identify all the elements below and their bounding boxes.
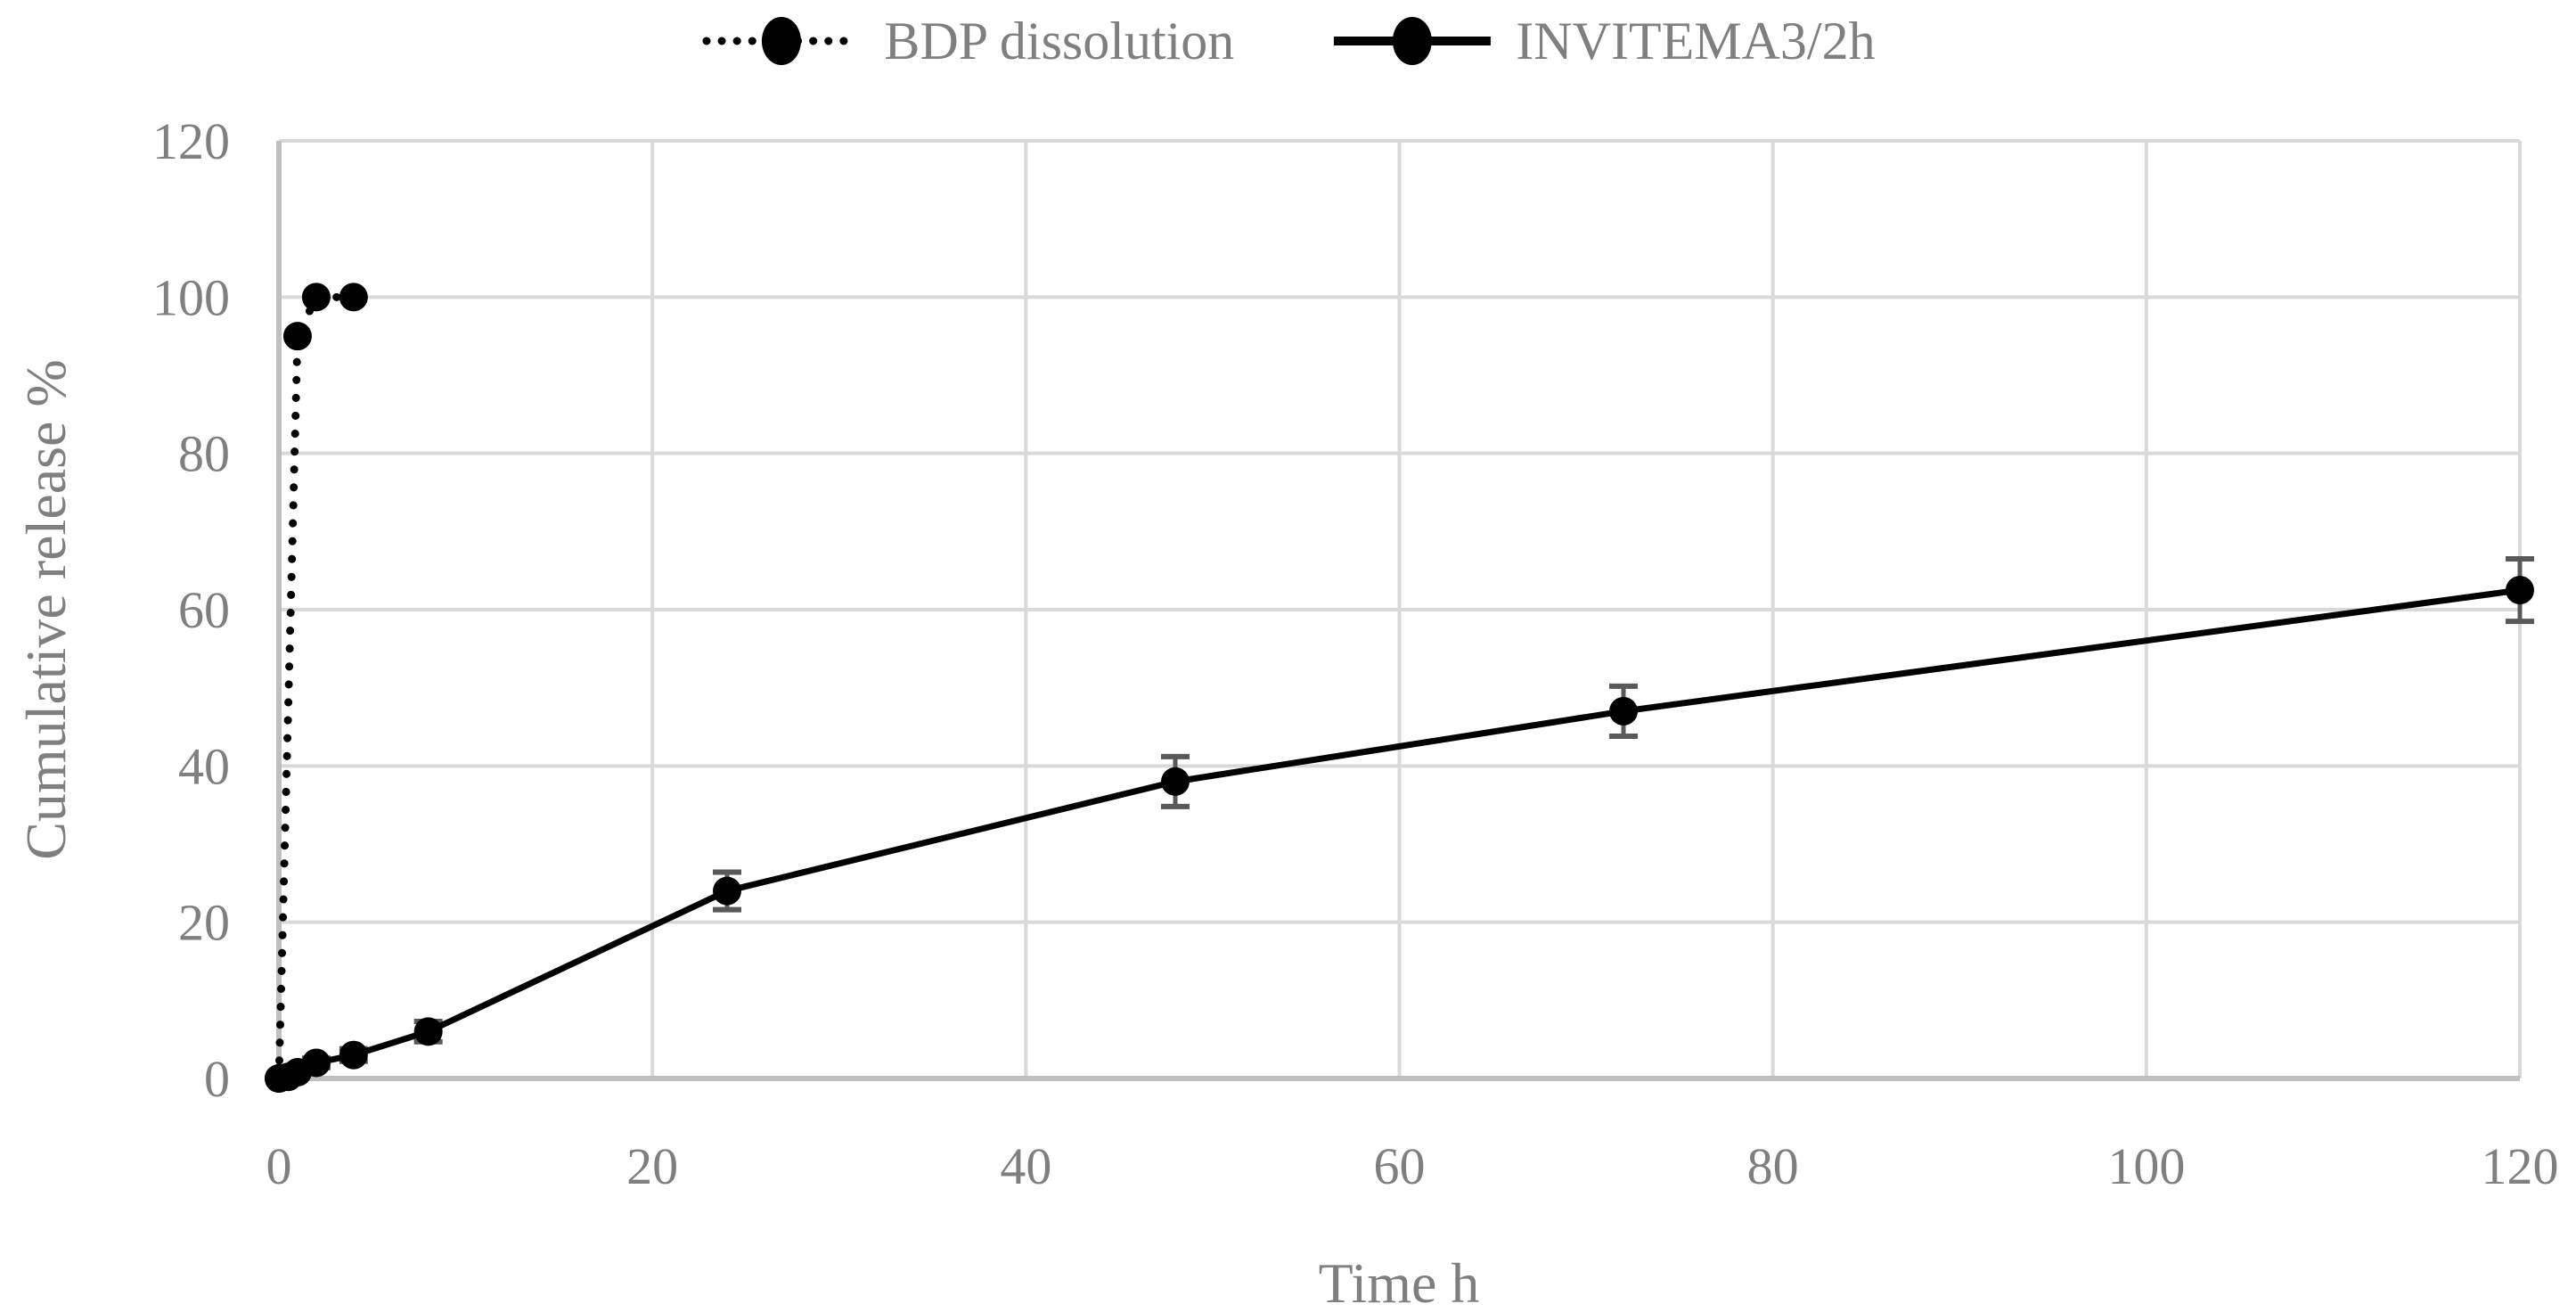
legend-circle-marker xyxy=(1393,17,1433,65)
data-point-marker xyxy=(1161,767,1190,796)
data-point-marker xyxy=(301,283,331,312)
y-axis-title-container: Cumulative release % xyxy=(11,141,82,1078)
x-tick-label: 120 xyxy=(2482,1137,2559,1195)
legend-circle-marker xyxy=(761,17,801,65)
x-tick-label: 80 xyxy=(1747,1137,1799,1195)
y-tick-label: 20 xyxy=(178,894,230,952)
x-axis-title: Time h xyxy=(1318,1251,1480,1312)
legend-item-bdp-dissolution: BDP dissolution xyxy=(700,12,1234,70)
data-point-marker xyxy=(1609,696,1638,726)
legend-item-invitema: INVITEMA3/2h xyxy=(1332,12,1876,70)
x-tick-label: 100 xyxy=(2107,1137,2185,1195)
y-tick-label: 80 xyxy=(178,425,230,483)
data-point-marker xyxy=(339,283,368,312)
legend-label-bdp-dissolution: BDP dissolution xyxy=(884,12,1235,70)
data-point-marker xyxy=(282,322,312,351)
y-tick-label: 100 xyxy=(152,268,230,326)
data-point-marker xyxy=(413,1017,443,1046)
y-tick-label: 60 xyxy=(178,581,230,639)
y-tick-label: 120 xyxy=(152,112,230,170)
chart-legend: BDP dissolution INVITEMA3/2h xyxy=(700,12,1876,70)
x-tick-label: 20 xyxy=(626,1137,678,1195)
y-axis-title: Cumulative release % xyxy=(14,359,78,860)
data-point-marker xyxy=(301,1048,331,1078)
x-tick-label: 0 xyxy=(266,1137,292,1195)
dotted-line-circle-marker-icon xyxy=(701,17,860,65)
dotted-series-line xyxy=(274,292,358,1083)
y-tick-label: 40 xyxy=(178,737,230,795)
x-tick-label: 60 xyxy=(1374,1137,1426,1195)
data-point-marker xyxy=(2506,576,2534,605)
x-tick-label: 40 xyxy=(1000,1137,1051,1195)
series-1 xyxy=(265,556,2534,1093)
data-point-marker xyxy=(339,1040,368,1070)
data-point-marker xyxy=(713,876,741,906)
legend-label-invitema: INVITEMA3/2h xyxy=(1516,12,1876,70)
y-tick-label: 0 xyxy=(204,1050,230,1108)
solid-line-circle-marker-icon xyxy=(1334,17,1492,65)
